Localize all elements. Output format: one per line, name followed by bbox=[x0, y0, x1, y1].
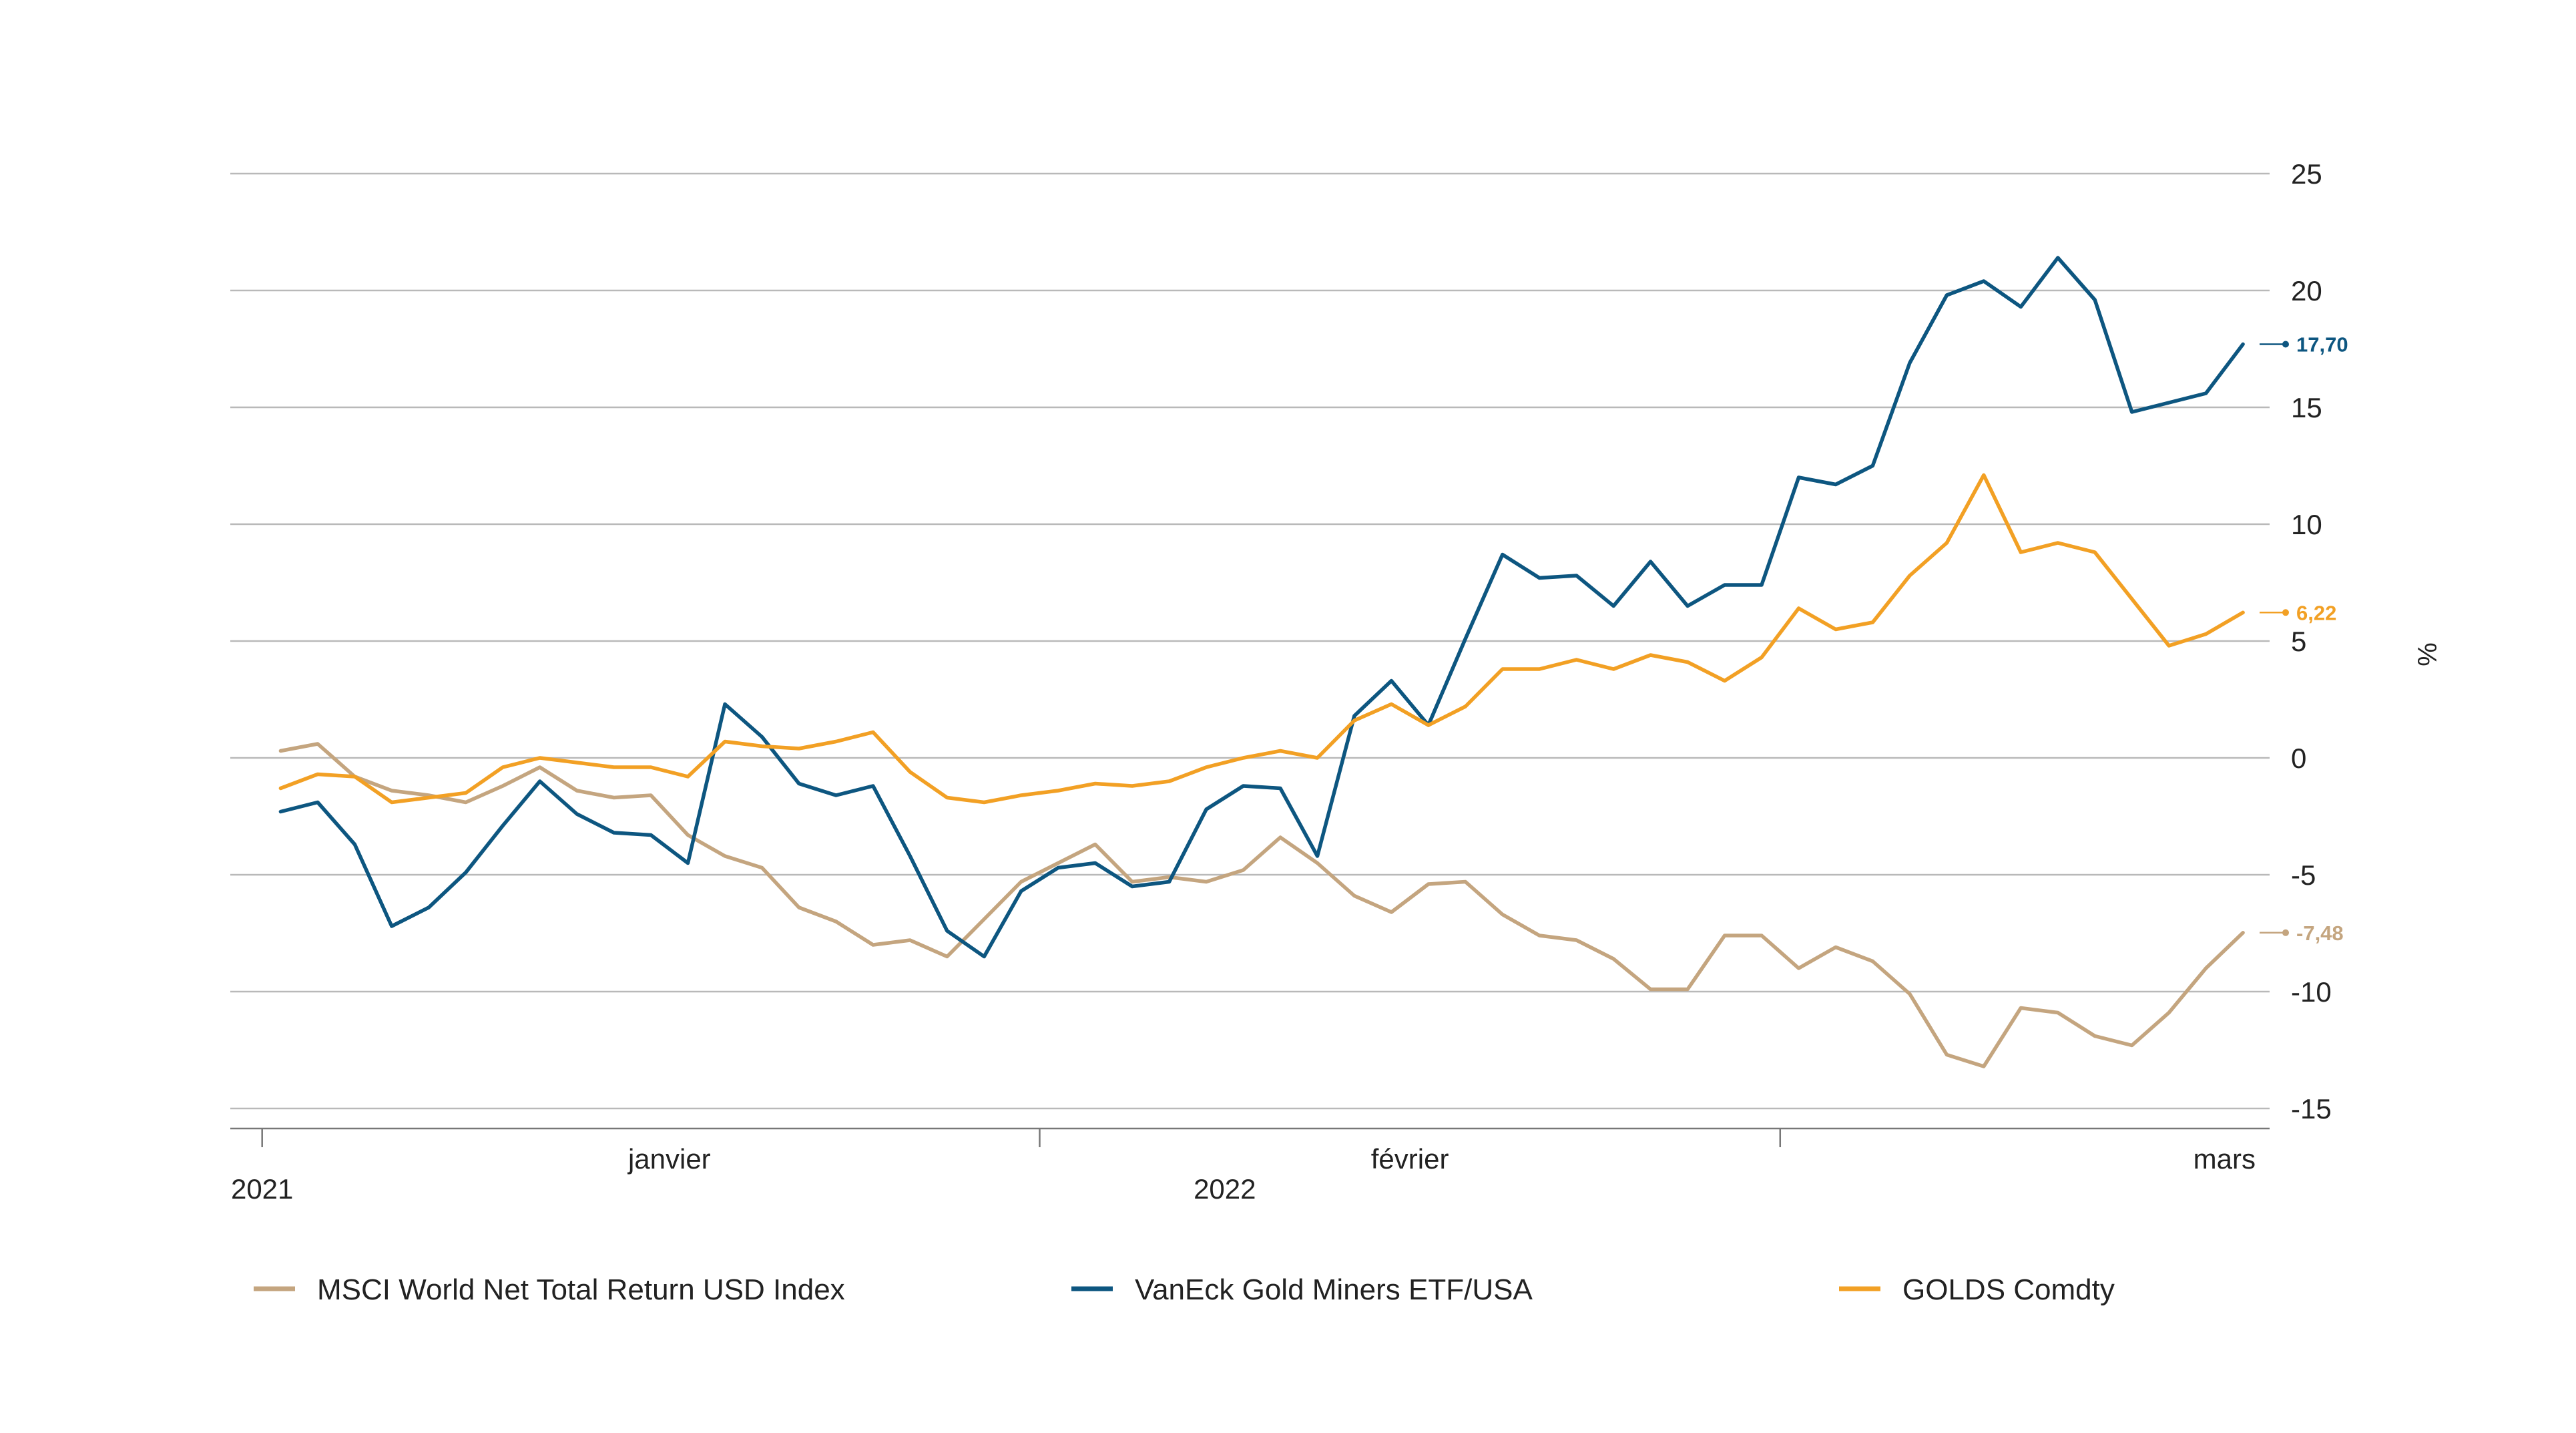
end-label-dot bbox=[2282, 929, 2289, 936]
y-tick-label: 0 bbox=[2291, 743, 2306, 774]
x-tick-label: janvier bbox=[627, 1143, 711, 1175]
series-line-1 bbox=[278, 256, 2245, 959]
y-tick-label: -15 bbox=[2291, 1093, 2332, 1124]
y-tick-label: 10 bbox=[2291, 509, 2322, 540]
x-tick-label: 2021 bbox=[231, 1173, 293, 1205]
end-label-dot bbox=[2282, 341, 2289, 348]
gridlines bbox=[230, 172, 2270, 1110]
end-value-label: 17,70 bbox=[2296, 333, 2348, 357]
x-axis: janvier février mars 2021 2022 bbox=[230, 1127, 2270, 1205]
end-value-label: 6,22 bbox=[2296, 601, 2336, 624]
end-label-dot bbox=[2282, 609, 2289, 616]
series-line-0 bbox=[278, 742, 2245, 1068]
series-line-2 bbox=[278, 473, 2245, 805]
y-axis-ticks: 25 20 15 10 5 0 -5 -10 -15 bbox=[2291, 158, 2332, 1124]
legend-label: GOLDS Comdty bbox=[1902, 1273, 2115, 1306]
x-tick-label: février bbox=[1371, 1143, 1449, 1175]
legend: MSCI World Net Total Return USD Index Van… bbox=[254, 1273, 2115, 1306]
legend-label: VanEck Gold Miners ETF/USA bbox=[1135, 1273, 1533, 1306]
y-tick-label: 5 bbox=[2291, 626, 2306, 657]
series-lines bbox=[278, 256, 2245, 1068]
legend-label: MSCI World Net Total Return USD Index bbox=[317, 1273, 845, 1306]
x-tick-label: 2022 bbox=[1194, 1173, 1256, 1205]
y-tick-label: 20 bbox=[2291, 275, 2322, 306]
y-tick-label: 25 bbox=[2291, 158, 2322, 190]
x-tick-label: mars bbox=[2194, 1143, 2256, 1175]
y-axis-label: % bbox=[2412, 642, 2441, 666]
y-tick-label: -10 bbox=[2291, 976, 2332, 1008]
end-value-labels: 17,70 6,22 -7,48 bbox=[2260, 333, 2348, 945]
end-value-label: -7,48 bbox=[2296, 922, 2344, 945]
y-tick-label: 15 bbox=[2291, 392, 2322, 423]
y-tick-label: -5 bbox=[2291, 859, 2316, 891]
